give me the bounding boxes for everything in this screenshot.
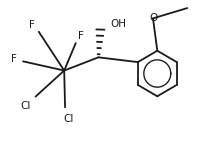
Text: Cl: Cl	[21, 101, 31, 111]
Text: Cl: Cl	[63, 114, 74, 124]
Text: F: F	[29, 20, 35, 30]
Text: F: F	[78, 31, 84, 41]
Text: OH: OH	[111, 19, 127, 29]
Text: F: F	[11, 54, 17, 64]
Text: O: O	[149, 13, 157, 23]
